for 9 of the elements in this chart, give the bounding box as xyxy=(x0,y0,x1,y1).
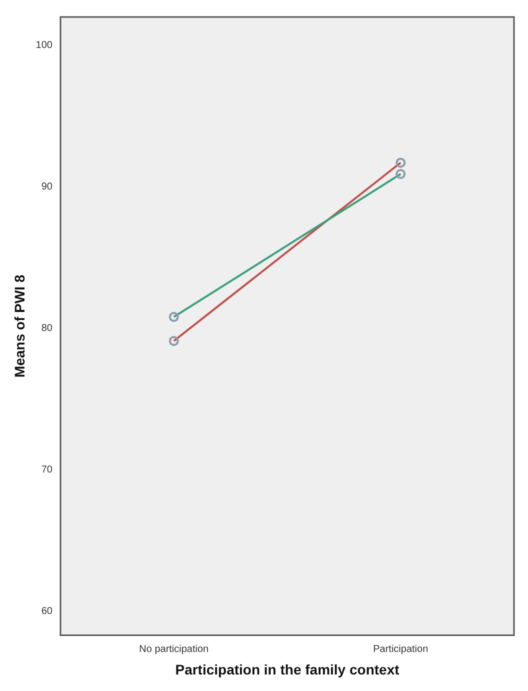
y-tick-label: 70 xyxy=(41,464,53,476)
y-tick-label: 60 xyxy=(41,606,53,617)
y-tick-label: 80 xyxy=(41,322,53,334)
x-axis-title: Participation in the family context xyxy=(175,661,400,678)
x-tick-label: No participation xyxy=(139,644,209,655)
y-axis-title: Means of PWI 8 xyxy=(11,274,28,378)
y-tick-label: 90 xyxy=(41,182,53,193)
y-tick-label: 100 xyxy=(36,40,53,52)
x-tick-label: Participation xyxy=(373,644,428,655)
